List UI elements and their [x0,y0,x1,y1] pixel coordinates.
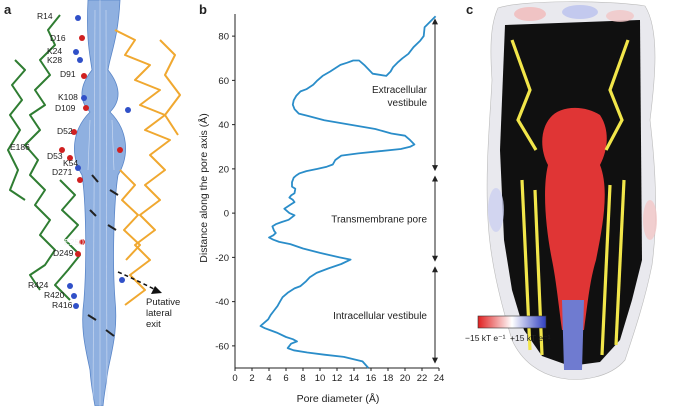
residue-label: K28 [47,55,62,65]
panel-b-letter: b [199,2,207,17]
y-tick-label: -40 [215,297,229,308]
y-tick-label: 20 [218,164,229,175]
chart-series [259,15,437,369]
region-arrow-head [432,175,438,182]
annotation-line: Putative [146,297,180,308]
residue-label: D91 [60,69,76,79]
surface-patches [488,5,657,240]
residue-label: K24 [47,46,62,56]
y-tick-label: 60 [218,76,229,87]
residue-label: R420 [44,290,65,300]
region-arrow-head [432,266,438,273]
panel-c-letter: c [466,2,474,17]
lateral-exit-label: Putative lateral exit [146,297,180,330]
region-label: vestibule [388,98,428,109]
residue-label: D53 [47,151,63,161]
residue-labels: R14 D16 K24 K28 D91 K108 D109 D52 E186 D… [10,11,84,310]
x-tick-label: 0 [232,373,237,384]
y-tick-label: 0 [224,209,229,220]
x-tick-label: 4 [266,373,271,384]
annotation-line: lateral [146,308,172,319]
y-tick-label: -20 [215,253,229,264]
region-arrow-head [432,255,438,262]
left-subunit-backbone [7,14,81,301]
residue-label: D109 [55,103,76,113]
electrostatic-surface-illustration: −15 kT e⁻¹ +15 kT e⁻¹ [465,1,657,380]
residue-side-chains [59,15,131,309]
pore-diameter-chart: 0 2 4 6 8 10 12 14 16 18 20 22 24-60-40-20020406080 … [197,14,444,405]
x-tick-label: 22 [417,373,428,384]
colorbar-min-label: −15 kT e⁻¹ [465,333,506,343]
residue-label: R14 [37,11,53,21]
region-label: Extracellular [372,85,428,96]
x-tick-label: 18 [383,373,394,384]
residue-label: E186 [10,142,30,152]
residue-label: D249 [53,248,74,258]
black-side-chains [87,174,119,337]
panel-a: a [0,0,195,407]
right-subunit-backbone [114,29,181,306]
annotation-line: exit [146,319,161,330]
x-tick-label: 6 [283,373,288,384]
panel-a-letter: a [4,2,12,17]
region-label: Intracellular vestibule [333,311,427,322]
residue-label: R424 [28,280,49,290]
pore-structure-illustration: R14 D16 K24 K28 D91 K108 D109 D52 E186 D… [7,0,181,407]
x-tick-label: 14 [349,373,360,384]
x-tick-label: 12 [332,373,343,384]
y-axis-label: Distance along the pore axis (Å) [197,113,210,262]
residue-label: D271 [52,167,73,177]
x-tick-label: 2 [249,373,254,384]
y-tick-label: 40 [218,120,229,131]
region-arrow-head [432,18,438,25]
residue-label: E250 [64,237,84,247]
x-axis-label: Pore diameter (Å) [297,392,380,405]
y-tick-label: 80 [218,32,229,43]
pore-diameter-line [259,15,437,369]
y-tick-label: -60 [215,341,229,352]
x-tick-label: 16 [366,373,377,384]
chart-regions: Extracellular vestibule Transmembrane pore… [331,18,438,364]
residue-label: K54 [63,158,78,168]
negative-vestibule [542,107,607,330]
x-tick-label: 20 [400,373,411,384]
positive-region [562,300,584,370]
panel-c: c [460,0,685,406]
x-tick-label: 8 [300,373,305,384]
residue-label: R416 [52,300,73,310]
panel-b: b 0 2 4 6 8 10 12 14 16 18 20 22 24 -60 -40 -20 0 20 40 60 8… [195,0,460,406]
colorbar-max-label: +15 kT e⁻¹ [510,333,551,343]
residue-label: K108 [58,92,78,102]
x-tick-label: 10 [315,373,326,384]
residue-label: D16 [50,33,66,43]
region-arrow-head [432,357,438,364]
residue-label: D52 [57,126,73,136]
potential-colorbar [477,315,547,329]
lateral-exit-arrow [117,271,162,294]
x-tick-label: 24 [434,373,445,384]
region-arrow-head [432,165,438,172]
region-label: Transmembrane pore [331,215,427,226]
